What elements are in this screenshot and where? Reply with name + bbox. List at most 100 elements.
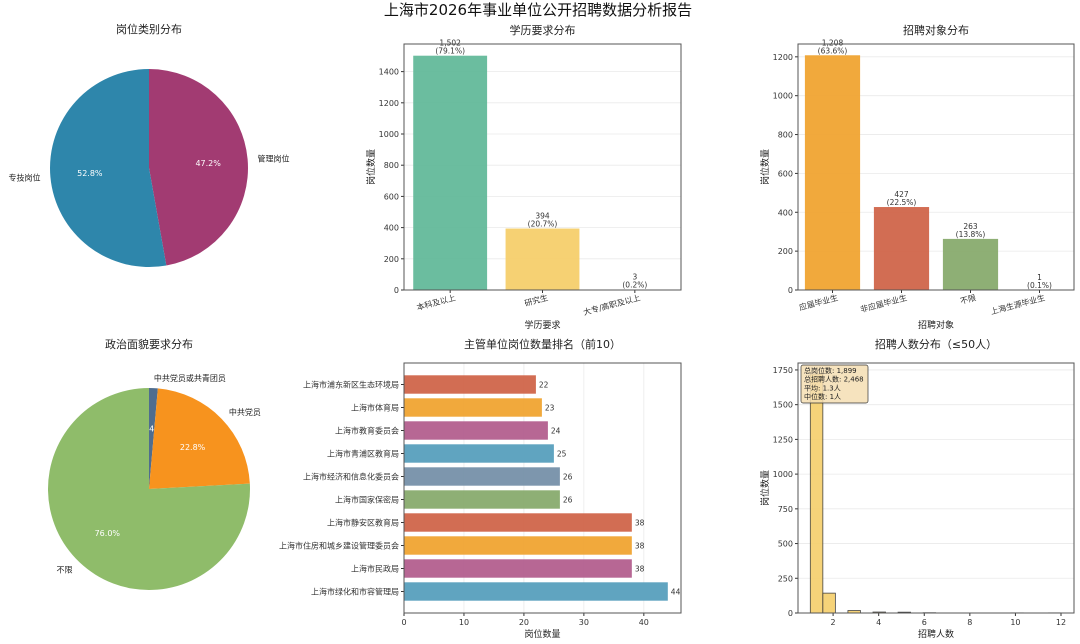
- bar: [413, 55, 488, 290]
- x-axis-label: 招聘对象: [918, 319, 954, 331]
- stats-line: 总招聘人数: 2,468: [804, 375, 864, 384]
- x-tick-label: 不限: [959, 293, 977, 306]
- bar: [404, 398, 542, 417]
- bar-data-label: 25: [557, 450, 567, 459]
- y-tick-label: 500: [778, 540, 793, 549]
- x-tick-label: 非应届毕业生: [859, 292, 908, 314]
- x-tick-label: 40: [639, 618, 649, 627]
- y-tick-label: 1400: [379, 68, 399, 77]
- y-tick-label: 200: [778, 247, 793, 256]
- x-tick-label: 20: [519, 618, 529, 627]
- chart-title: 学历要求分布: [510, 23, 576, 37]
- bar-data-label: 3 (0.2%): [622, 273, 647, 290]
- barh-chart-departments: 主管单位岗位数量排名（前10） 0 10 20 30 40 22 上海市浦东新区生态环境局 23…: [279, 337, 682, 640]
- histogram-headcount: 招聘人数分布（≤50人） 0 250 500 750 1000 1250 1500 1750 2 4…: [759, 337, 1075, 640]
- pie-slice: [149, 388, 158, 489]
- bar: [404, 490, 560, 509]
- y-tick-label: 1500: [773, 401, 793, 410]
- y-tick-label: 上海市国家保密局: [335, 495, 399, 505]
- slice-label: 中共党员或共青团员: [154, 373, 226, 383]
- bar-chart-target: 招聘对象分布 0 200 400 600 800 1000 1200 1,208 (63.6%) 应…: [759, 23, 1075, 331]
- axes-frame: [797, 362, 1075, 614]
- y-tick-label: 600: [384, 192, 399, 201]
- bar-data-label: 22: [539, 381, 549, 390]
- bar-chart-education: 学历要求分布 0 200 400 600 800 1000 1200 1400 1,502 (79.…: [365, 23, 682, 331]
- y-tick-label: 200: [384, 255, 399, 264]
- bar: [942, 238, 999, 290]
- x-tick-label: 10: [1010, 618, 1020, 627]
- stats-line: 平均: 1.3人: [804, 383, 841, 392]
- y-tick-label: 0: [788, 286, 793, 295]
- bar-data-label: 38: [635, 519, 645, 528]
- bar-data-label: 38: [635, 542, 645, 551]
- y-axis-label: 岗位数量: [759, 470, 771, 506]
- y-tick-label: 上海市民政局: [351, 564, 399, 574]
- x-tick-label: 12: [1056, 618, 1066, 627]
- bar-data-label: 23: [545, 404, 555, 413]
- bar-data-label: 44: [671, 588, 681, 597]
- x-axis-label: 招聘人数: [918, 628, 954, 640]
- x-tick-label: 4: [876, 618, 881, 627]
- y-tick-label: 1750: [773, 366, 793, 375]
- bar-data-label: 427 (22.5%): [887, 190, 917, 207]
- y-tick-label: 上海市静安区教育局: [327, 518, 399, 528]
- slice-label: 不限: [57, 566, 73, 575]
- y-tick-label: 1200: [773, 53, 793, 62]
- axes-frame: [403, 43, 682, 291]
- bar: [404, 513, 632, 532]
- x-tick-label: 研究生: [523, 292, 549, 308]
- pie-slice: [149, 388, 250, 489]
- y-tick-label: 上海市青浦区教育局: [327, 449, 399, 459]
- x-tick-label: 上海生源毕业生: [989, 292, 1046, 316]
- bar-data-label: 1 (0.1%): [1027, 273, 1052, 290]
- bar: [404, 536, 632, 555]
- bar-data-label: 263 (13.8%): [956, 222, 986, 239]
- y-tick-label: 750: [778, 505, 793, 514]
- y-tick-label: 800: [778, 131, 793, 140]
- pie-slice: [49, 69, 167, 267]
- stats-line: 总岗位数: 1,899: [804, 366, 857, 375]
- slice-label: 中共党员: [229, 407, 261, 417]
- y-tick-label: 1200: [379, 99, 399, 108]
- x-tick-label: 8: [967, 618, 972, 627]
- chart-title: 招聘对象分布: [903, 23, 969, 37]
- y-tick-label: 600: [778, 169, 793, 178]
- y-tick-label: 上海市浦东新区生态环境局: [303, 380, 399, 390]
- x-tick-label: 应届毕业生: [798, 292, 839, 312]
- y-tick-label: 250: [778, 574, 793, 583]
- slice-pct-label: 76.0%: [95, 529, 121, 538]
- bar: [873, 207, 930, 290]
- x-tick-label: 0: [401, 618, 406, 627]
- y-tick-label: 上海市绿化和市容管理局: [311, 587, 399, 597]
- y-tick-label: 上海市体育局: [351, 403, 399, 413]
- bar: [404, 467, 560, 486]
- x-tick-label: 2: [831, 618, 836, 627]
- bar: [404, 375, 536, 394]
- chart-title: 招聘人数分布（≤50人）: [875, 337, 997, 351]
- slice-pct-label: 52.8%: [77, 169, 103, 178]
- x-tick-label: 6: [922, 618, 927, 627]
- slice-pct-label: 47.2%: [195, 159, 221, 168]
- slice-label: 专技岗位: [9, 173, 41, 183]
- y-axis-label: 岗位数量: [759, 149, 771, 185]
- axes-frame: [797, 43, 1075, 291]
- chart-title: 政治面貌要求分布: [105, 337, 193, 351]
- bar: [404, 444, 554, 463]
- bar-data-label: 1,502 (79.1%): [435, 39, 465, 56]
- pie-slice: [149, 69, 248, 266]
- x-tick-label: 30: [579, 618, 589, 627]
- stats-line: 中位数: 1人: [804, 392, 841, 401]
- histogram-bar: [822, 592, 836, 614]
- stats-box: [800, 364, 869, 404]
- x-tick-label: 本科及以上: [415, 292, 456, 312]
- y-tick-label: 1000: [773, 92, 793, 101]
- histogram-bar: [809, 373, 824, 614]
- bar: [404, 559, 632, 578]
- y-tick-label: 上海市住房和城乡建设管理委员会: [279, 541, 399, 551]
- bar-data-label: 26: [563, 473, 573, 482]
- y-tick-label: 400: [778, 208, 793, 217]
- bar: [804, 55, 861, 290]
- slice-label: 管理岗位: [257, 153, 289, 163]
